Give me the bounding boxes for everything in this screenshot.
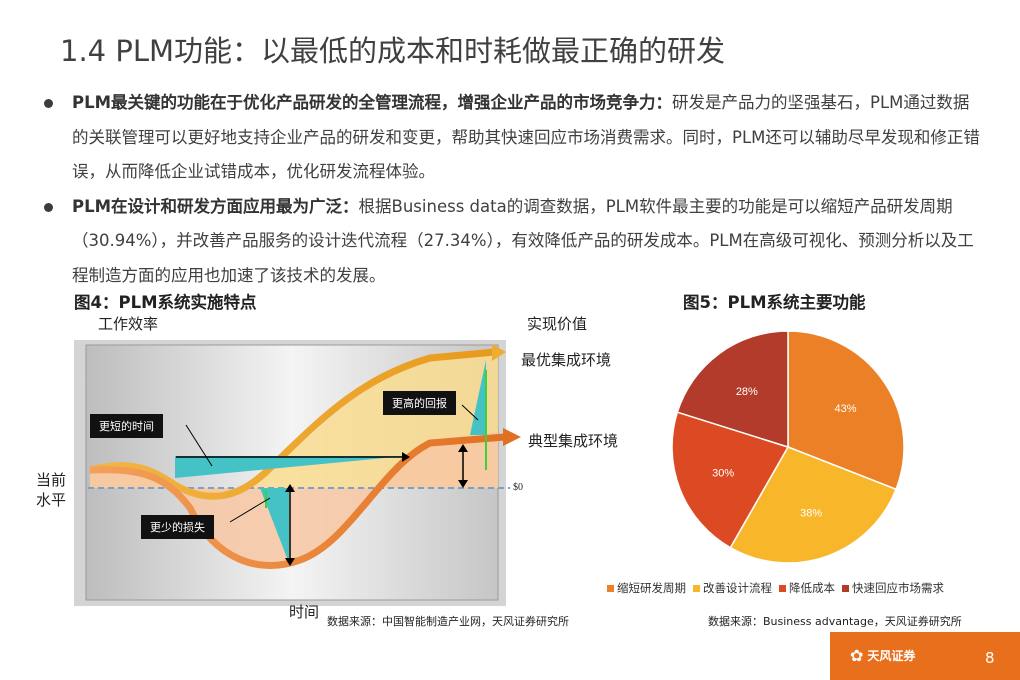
- footer-bar: [830, 632, 1020, 680]
- pie-slice: [676, 330, 789, 449]
- pie-data-label: 30%: [712, 467, 734, 479]
- legend-swatch: [779, 584, 786, 592]
- fig4-y-label: 工作效率: [98, 315, 159, 333]
- legend-item: 改善设计流程: [693, 580, 772, 596]
- loss-area: [90, 432, 498, 567]
- callout-leader: [185, 424, 213, 467]
- legend-swatch: [607, 584, 614, 592]
- callout-leader: [229, 497, 271, 523]
- callout-shorter-time: 更短的时间: [90, 414, 163, 438]
- optimal-curve: [89, 348, 496, 500]
- bullet-item: PLM在设计和研发方面应用最为广泛：根据Business data的调查数据，P…: [44, 190, 984, 294]
- label-typical-env: 典型集成环境: [528, 432, 619, 450]
- legend-label: 快速回应市场需求: [852, 581, 944, 595]
- pie-slice: [787, 330, 905, 491]
- pie-data-label: 43%: [834, 403, 856, 415]
- pie-slice: [671, 411, 790, 549]
- fig5-title: 图5：PLM系统主要功能: [683, 293, 866, 312]
- bullet-dot: [44, 99, 53, 108]
- fig4-source: 数据来源：中国智能制造产业网，天风证券研究所: [327, 615, 569, 628]
- legend-label: 缩短研发周期: [617, 581, 686, 595]
- legend-item: 缩短研发周期: [607, 580, 686, 596]
- fig4-x-label: 时间: [289, 603, 320, 621]
- bullet-dot: [44, 202, 53, 212]
- legend-item: 快速回应市场需求: [842, 580, 944, 596]
- page-title: 1.4 PLM功能：以最低的成本和时耗做最正确的研发: [60, 34, 726, 68]
- pie-data-label: 28%: [736, 386, 758, 398]
- fig5-source: 数据来源：Business advantage，天风证券研究所: [708, 615, 962, 628]
- footer-logo-text: 天风证券: [867, 649, 916, 663]
- bullet-list: PLM最关键的功能在于优化产品研发的全管理流程，增强企业产品的市场竞争力：研发是…: [44, 86, 984, 293]
- bullet-bold-text: PLM在设计和研发方面应用最为广泛：: [72, 196, 359, 216]
- bullet-bold-text: PLM最关键的功能在于优化产品研发的全管理流程，增强企业产品的市场竞争力：: [72, 93, 673, 112]
- fig4-right-label: 实现价值: [527, 315, 588, 333]
- legend-label: 改善设计流程: [703, 581, 772, 595]
- label-best-env: 最优集成环境: [521, 351, 612, 369]
- footer-logo: ✿ 天风证券: [850, 646, 915, 665]
- typical-arrowhead: [503, 428, 521, 446]
- callout-higher-return: 更高的回报: [383, 391, 456, 415]
- pie-data-label: 38%: [800, 508, 822, 520]
- fig4-current-level: 当前水平: [36, 471, 67, 509]
- bullet-item: PLM最关键的功能在于优化产品研发的全管理流程，增强企业产品的市场竞争力：研发是…: [44, 86, 984, 190]
- optimal-arrowhead: [492, 344, 506, 361]
- callout-leader: [461, 404, 479, 421]
- gold-area: [90, 355, 498, 498]
- time-wedge: [175, 456, 405, 478]
- label-zero: $0: [513, 482, 523, 493]
- legend-swatch: [842, 584, 849, 592]
- typical-curve: [89, 433, 506, 570]
- flower-icon: ✿: [850, 646, 864, 665]
- bullet-text: 研发是产品力的坚强基石，PLM通过数据的关联管理可以更好地支持企业产品的研发和变…: [72, 93, 980, 181]
- callout-less-loss: 更少的损失: [141, 515, 214, 539]
- page-number: 8: [985, 649, 995, 667]
- loss-wedge: [260, 488, 289, 563]
- legend-swatch: [693, 584, 700, 592]
- pie-legend: 缩短研发周期 改善设计流程 降低成本 快速回应市场需求: [607, 580, 944, 596]
- legend-item: 降低成本: [779, 580, 835, 596]
- fig4-title: 图4：PLM系统实施特点: [74, 293, 257, 312]
- legend-label: 降低成本: [789, 581, 835, 595]
- bullet-text: 根据Business data的调查数据，PLM软件最主要的功能是可以缩短产品研…: [72, 196, 974, 285]
